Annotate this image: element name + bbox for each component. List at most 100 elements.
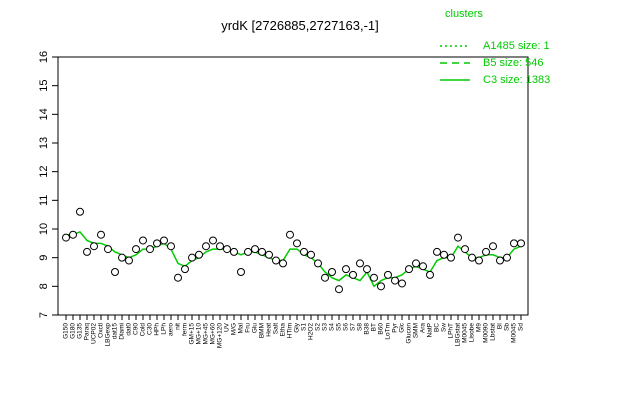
data-point	[517, 239, 525, 248]
data-point	[440, 250, 448, 259]
data-point	[279, 259, 287, 268]
data-point	[377, 282, 385, 291]
x-tick-label: M/G	[231, 323, 238, 335]
y-tick-label: 10	[38, 223, 50, 235]
data-point	[307, 250, 315, 259]
y-tick-label: 9	[38, 255, 50, 261]
data-point	[482, 247, 490, 256]
y-tick-label: 8	[38, 283, 50, 289]
data-point	[111, 268, 119, 276]
data-point	[62, 233, 70, 242]
x-tick-label: NatP	[427, 323, 434, 337]
x-tick-label: MG+120	[217, 323, 224, 348]
x-tick-label: Paraq	[84, 323, 91, 341]
y-tick-label: 15	[38, 80, 50, 92]
legend-label: A1485 size: 1	[483, 40, 550, 52]
x-tick-label: S5	[336, 323, 343, 331]
y-tick-label: 7	[38, 312, 50, 318]
y-tick-label: 12	[38, 166, 50, 178]
y-tick-label: 14	[38, 108, 50, 120]
data-point	[69, 230, 77, 239]
data-point	[146, 245, 154, 254]
data-point	[76, 207, 84, 216]
data-point	[398, 279, 406, 288]
data-point	[132, 245, 140, 254]
x-tick-label: dat0	[126, 323, 133, 336]
data-point	[167, 242, 175, 251]
x-tick-label: C90	[133, 323, 140, 335]
data-point	[321, 273, 329, 282]
data-point	[475, 256, 483, 265]
x-tick-label: S7	[350, 323, 357, 331]
data-point	[118, 253, 126, 262]
data-point	[356, 259, 364, 268]
data-point	[258, 247, 266, 256]
y-tick-label: 11	[38, 195, 50, 206]
x-tick-label: GM+15	[189, 323, 196, 345]
x-tick-label: UCP02	[91, 323, 98, 344]
data-point	[384, 270, 392, 279]
x-tick-label: LPhT	[448, 323, 455, 339]
data-point	[139, 236, 147, 245]
legend-title: clusters	[445, 8, 483, 20]
x-tick-label: Heat	[266, 323, 273, 337]
x-tick-label: LPh	[161, 323, 168, 335]
x-tick-label: Sd	[518, 323, 525, 331]
data-point	[468, 253, 476, 262]
data-point	[461, 245, 469, 254]
data-point	[90, 242, 98, 251]
data-point	[195, 250, 203, 259]
x-tick-label: Ara	[420, 323, 427, 334]
plot-frame	[57, 56, 529, 316]
x-tick-label: MG+60	[210, 323, 217, 345]
data-point	[188, 253, 196, 262]
data-point	[419, 262, 427, 271]
x-tick-label: nit	[175, 323, 182, 330]
data-point	[83, 247, 91, 256]
legend-label: C3 size: 1383	[483, 74, 550, 86]
x-tick-label: S3	[322, 323, 329, 331]
x-tick-label: H2O2	[308, 323, 315, 340]
x-tick-label: LBGexp	[105, 323, 112, 347]
data-point	[328, 268, 336, 276]
x-tick-label: ferm	[182, 323, 189, 336]
y-tick-label: 16	[38, 51, 50, 63]
x-tick-label: Glucon	[406, 323, 413, 344]
x-tick-label: HPh	[154, 323, 161, 336]
x-tick-label: Lisobe	[469, 323, 476, 343]
data-point	[181, 265, 189, 274]
x-tick-label: Salt	[273, 323, 280, 334]
x-tick-label: Cold	[140, 323, 147, 337]
data-point	[314, 259, 322, 268]
data-point	[391, 276, 399, 285]
data-point	[230, 247, 238, 256]
x-tick-label: M0090	[483, 323, 490, 343]
legend-label: B5 size: 546	[483, 57, 544, 69]
x-tick-label: G135	[77, 323, 84, 339]
data-point	[405, 265, 413, 274]
x-tick-label: G180	[70, 323, 77, 339]
data-point	[447, 253, 455, 262]
data-point	[426, 270, 434, 279]
x-tick-label: S6	[343, 323, 350, 331]
data-point	[342, 265, 350, 274]
data-point	[370, 273, 378, 282]
data-point	[216, 242, 224, 251]
x-tick-label: M0045	[462, 323, 469, 343]
x-tick-label: B38	[364, 323, 371, 335]
data-point	[496, 256, 504, 265]
x-tick-label: M9	[476, 323, 483, 332]
x-tick-label: S1	[301, 323, 308, 331]
data-point	[223, 245, 231, 254]
data-point	[286, 230, 294, 239]
x-tick-label: Sw	[441, 323, 448, 332]
x-tick-label: Pyr	[392, 322, 399, 333]
x-tick-label: S4	[329, 323, 336, 331]
x-tick-label: MG+45	[203, 323, 210, 345]
x-tick-label: M0045	[511, 323, 518, 343]
x-tick-label: UV	[224, 322, 231, 332]
data-point	[104, 245, 112, 254]
x-tick-label: dat15	[112, 323, 119, 340]
x-tick-label: LBGstat	[455, 323, 462, 347]
